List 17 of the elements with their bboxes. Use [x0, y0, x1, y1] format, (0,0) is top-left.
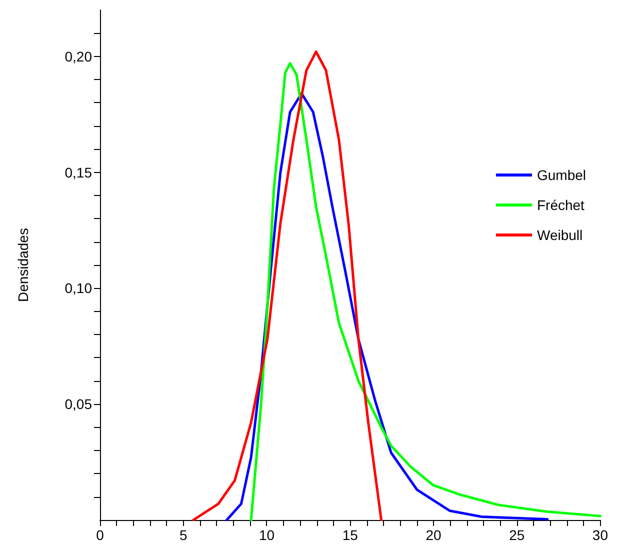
y-tick-label: 0,05 — [64, 396, 92, 412]
x-tick-label: 10 — [258, 527, 275, 543]
y-tick-label: 0,20 — [64, 48, 92, 64]
x-tick-label: 15 — [342, 527, 358, 543]
x-tick-label: 20 — [426, 527, 442, 543]
x-tick-label: 30 — [592, 527, 608, 543]
x-tick-label: 0 — [96, 527, 104, 543]
x-tick-label: 25 — [509, 527, 525, 543]
line-series — [192, 50, 383, 522]
y-axis-title: Densidades — [15, 228, 31, 302]
legend-label: Weibull — [536, 227, 583, 243]
y-tick-label: 0,10 — [64, 280, 92, 296]
legend-label: Fréchet — [536, 197, 585, 213]
y-tick-label: 0,15 — [64, 164, 92, 180]
x-tick-label: 5 — [179, 527, 188, 543]
line-series — [250, 62, 602, 522]
legend-label: Gumbel — [536, 167, 586, 183]
